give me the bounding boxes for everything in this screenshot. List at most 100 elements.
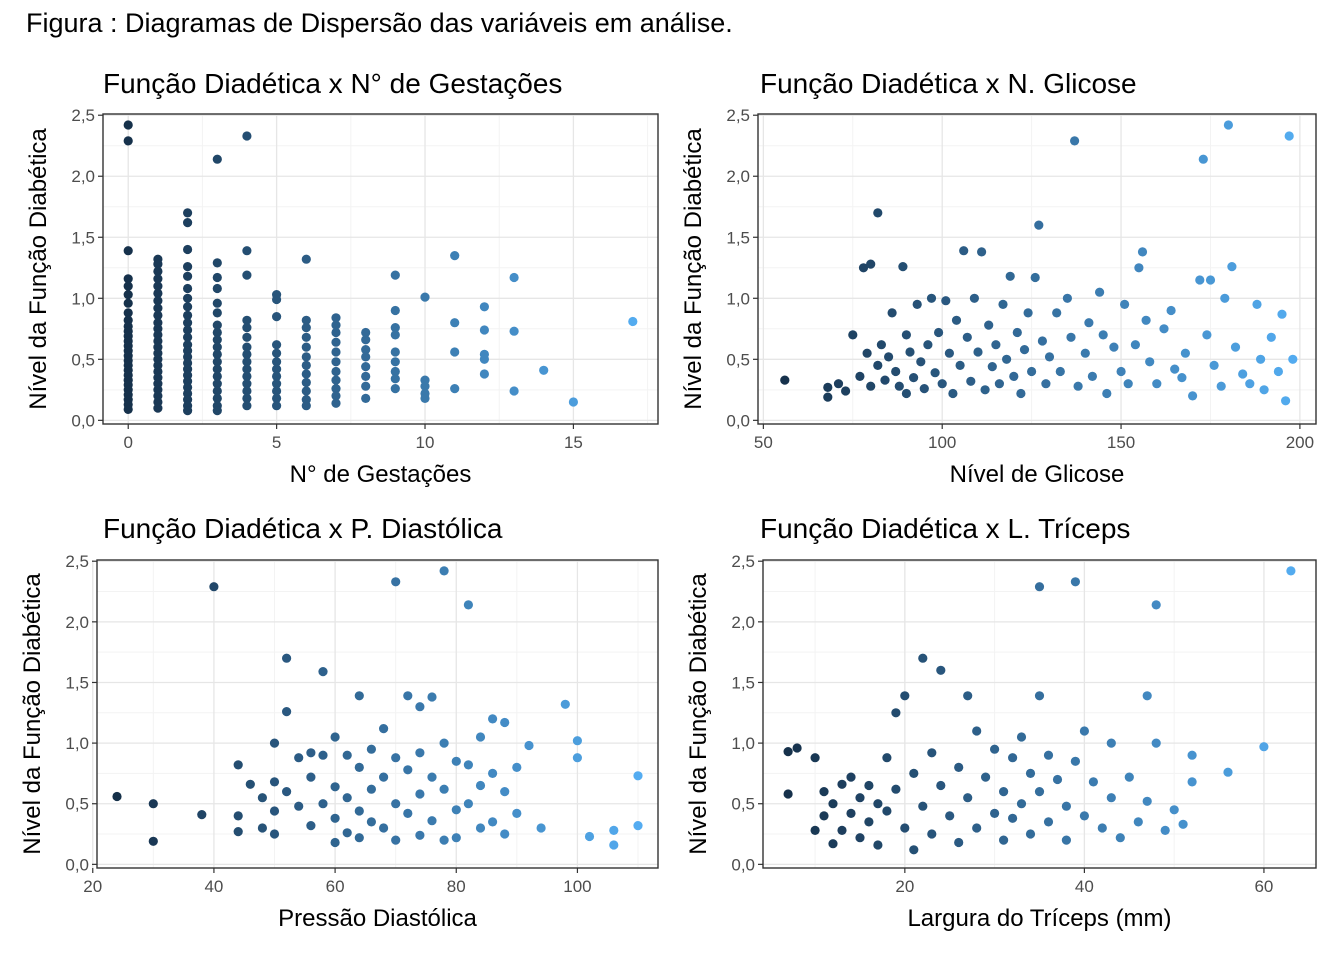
data-point	[955, 360, 965, 370]
data-point	[403, 808, 413, 819]
y-tick-label: 1,5	[726, 228, 750, 247]
data-point	[212, 349, 222, 359]
data-point	[966, 376, 976, 386]
data-point	[354, 806, 364, 816]
data-point	[969, 293, 980, 303]
plot-frame	[757, 113, 1317, 425]
data-point	[900, 823, 910, 833]
data-point	[841, 386, 851, 396]
data-point	[1177, 373, 1187, 383]
data-point	[318, 750, 328, 760]
data-point	[475, 732, 486, 742]
data-point	[891, 708, 901, 718]
data-point	[1070, 756, 1080, 766]
data-point	[1041, 379, 1051, 389]
y-axis-label: Nível da Função Diabética	[680, 128, 707, 410]
data-point	[862, 348, 872, 358]
data-point	[306, 772, 316, 782]
data-point	[403, 765, 413, 775]
data-point	[905, 347, 915, 357]
data-point	[873, 360, 883, 370]
data-point	[1205, 275, 1216, 285]
data-point	[301, 323, 311, 333]
data-point	[390, 357, 400, 367]
data-point	[891, 366, 901, 377]
data-point	[909, 373, 919, 383]
data-point	[242, 401, 252, 411]
data-point	[1286, 566, 1296, 576]
data-point	[509, 386, 519, 396]
data-point	[873, 840, 883, 850]
data-point	[361, 393, 371, 403]
data-point	[361, 352, 371, 362]
data-point	[884, 352, 894, 362]
data-point	[242, 246, 252, 256]
data-point	[876, 340, 887, 350]
data-point	[282, 707, 292, 717]
data-point	[331, 313, 341, 323]
data-point	[269, 738, 280, 748]
data-point	[242, 393, 252, 403]
data-point	[1151, 738, 1161, 748]
data-point	[1180, 348, 1190, 358]
data-point	[361, 327, 371, 338]
data-point	[866, 259, 876, 269]
data-point	[987, 362, 997, 372]
y-tick-label: 2,0	[731, 613, 755, 632]
data-point	[257, 823, 267, 833]
data-point	[1066, 332, 1076, 342]
data-point	[864, 817, 874, 827]
y-tick-label: 1,5	[71, 228, 95, 247]
data-point	[330, 813, 340, 823]
y-tick-label: 0,5	[71, 350, 95, 369]
data-point	[342, 750, 352, 760]
data-point	[954, 837, 964, 848]
data-point	[846, 808, 856, 819]
data-point	[934, 327, 944, 338]
data-point	[927, 829, 937, 839]
data-point	[233, 760, 243, 770]
data-point	[1145, 357, 1155, 367]
y-tick-label: 1,0	[731, 734, 755, 753]
data-point	[891, 784, 901, 794]
data-point	[999, 835, 1009, 845]
plot-frame	[102, 113, 659, 425]
data-point	[1124, 772, 1134, 782]
data-point	[331, 357, 341, 367]
data-point	[1256, 354, 1266, 364]
data-point	[1259, 385, 1269, 395]
data-point	[366, 744, 376, 754]
y-tick-label: 0,5	[731, 795, 755, 814]
data-point	[183, 325, 193, 335]
data-point	[1109, 342, 1119, 352]
data-point	[873, 208, 883, 218]
data-point	[488, 817, 498, 827]
plot-background	[103, 114, 658, 424]
data-point	[183, 310, 193, 320]
data-point	[390, 305, 400, 316]
data-point	[951, 315, 962, 325]
data-point	[123, 120, 133, 130]
data-point	[1061, 835, 1071, 845]
data-point	[1166, 305, 1176, 316]
data-point	[301, 254, 311, 264]
data-point	[792, 743, 802, 753]
data-point	[354, 762, 364, 773]
data-point	[212, 335, 222, 345]
data-point	[936, 665, 946, 675]
data-point	[963, 793, 973, 803]
data-point	[1097, 823, 1107, 833]
y-tick-label: 1,5	[65, 673, 89, 692]
y-axis-label: Nível da Função Diabética	[19, 573, 46, 855]
data-point	[183, 271, 193, 281]
data-point	[390, 270, 400, 280]
data-point	[1288, 354, 1298, 364]
data-point	[584, 831, 595, 842]
data-point	[1245, 379, 1255, 389]
data-point	[153, 310, 163, 320]
data-point	[212, 386, 222, 396]
x-axis-label: Nível de Glicose	[950, 461, 1125, 488]
data-point	[153, 296, 163, 306]
data-point	[301, 342, 311, 352]
data-point	[500, 717, 510, 728]
